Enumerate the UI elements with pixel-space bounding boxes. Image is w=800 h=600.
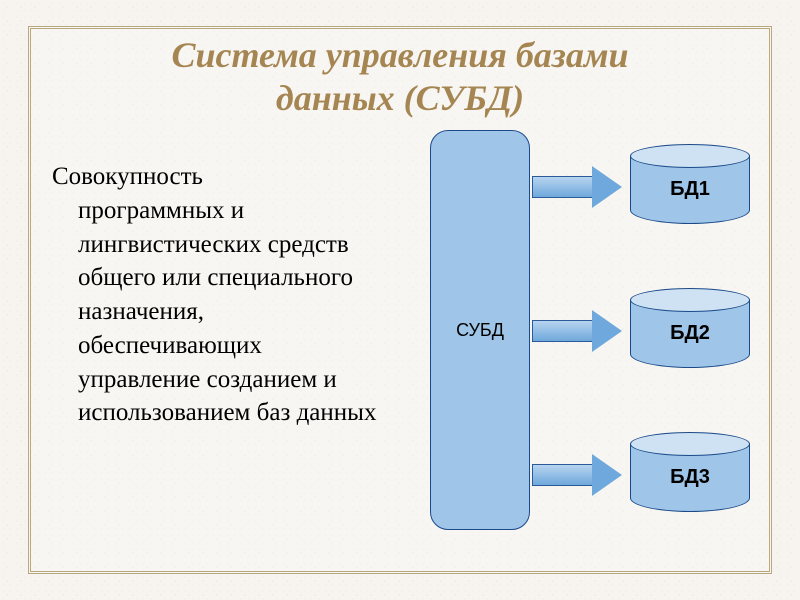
database-1: БД1 [630, 144, 750, 224]
title-line-2: данных (СУБД) [276, 78, 524, 118]
dbms-diagram: СУБД БД1 БД2 БД3 [400, 130, 770, 540]
title-line-1: Система управления базами [171, 35, 628, 75]
slide-title: Система управления базами данных (СУБД) [40, 34, 760, 120]
definition-text: Совокупность программных и лингвистическ… [52, 160, 382, 430]
definition-first-word: Совокупность [52, 163, 203, 190]
subd-box: СУБД [430, 130, 530, 530]
arrow-3 [532, 454, 622, 496]
database-2: БД2 [630, 288, 750, 368]
arrow-1 [532, 166, 622, 208]
definition-rest: программных и лингвистических средств об… [52, 194, 382, 430]
database-3: БД3 [630, 432, 750, 512]
arrow-2 [532, 310, 622, 352]
